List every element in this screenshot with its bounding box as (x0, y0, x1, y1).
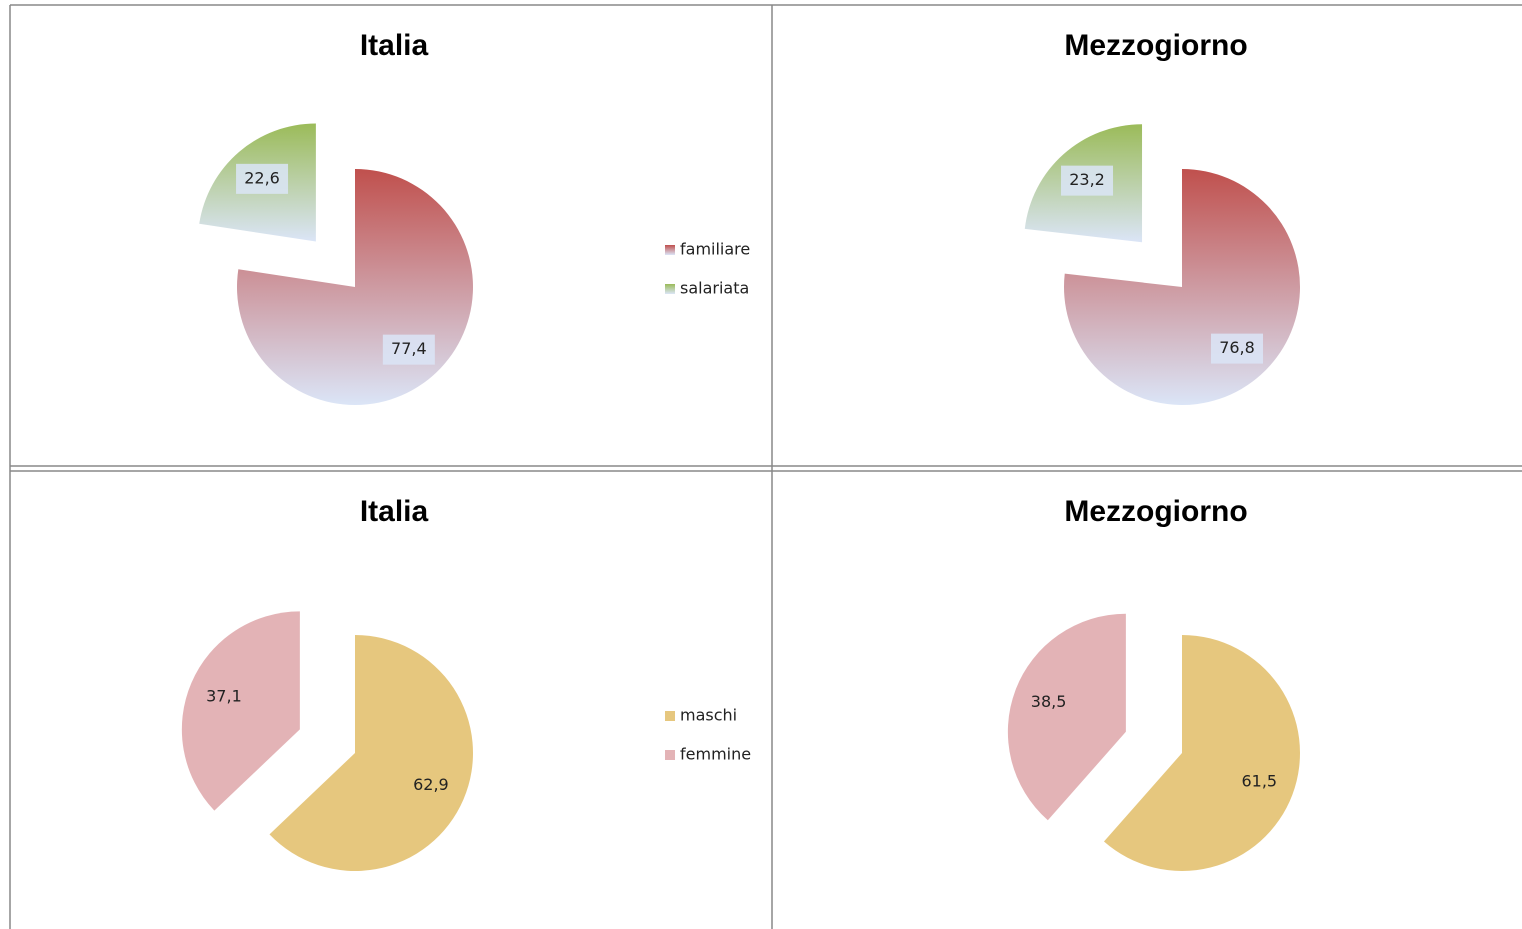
legend-label: femmine (680, 745, 751, 764)
data-label: 62,9 (413, 775, 449, 794)
chart-title: Italia (360, 29, 429, 62)
data-label: 77,4 (391, 339, 427, 358)
label-box (1061, 165, 1114, 196)
chart-title: Mezzogiorno (1064, 29, 1247, 62)
chart-title: Mezzogiorno (1064, 495, 1247, 528)
label-box (1211, 333, 1264, 364)
cell-borders (9, 4, 1522, 929)
pie-slice (269, 635, 473, 872)
pie-slice (1007, 613, 1126, 821)
data-label: 23,2 (1069, 170, 1105, 189)
pie-slice (1103, 635, 1300, 871)
label-box (236, 163, 289, 194)
legend-swatch (665, 750, 675, 760)
pie-slice (181, 611, 300, 811)
chart-title: Italia (360, 495, 429, 528)
label-box (382, 334, 435, 365)
data-label: 76,8 (1219, 338, 1255, 357)
data-label: 38,5 (1031, 692, 1067, 711)
data-label: 37,1 (206, 686, 242, 705)
legend-label: salariata (680, 279, 749, 298)
legend-swatch (665, 245, 675, 255)
legend-swatch (665, 284, 675, 294)
legend-label: familiare (680, 240, 750, 259)
data-label: 61,5 (1241, 772, 1277, 791)
legend-label: maschi (680, 706, 737, 725)
legend-swatch (665, 711, 675, 721)
data-label: 22,6 (244, 168, 280, 187)
